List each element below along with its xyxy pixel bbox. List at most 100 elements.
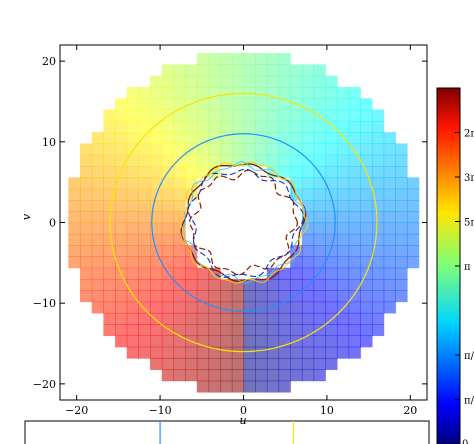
heatmap-cell [208,369,221,382]
heatmap-cell [278,324,291,337]
y-tick-label: 10 [42,136,56,149]
heatmap-cell [231,120,245,133]
heatmap-cell [68,245,81,257]
heatmap-cell [115,312,128,325]
heatmap-cell [360,109,373,122]
heatmap-cell [173,143,186,156]
heatmap-cell [103,132,116,145]
heatmap-cell [208,75,221,88]
heatmap-cell [301,335,315,348]
heatmap-cell [266,154,280,167]
heatmap-cell [266,86,280,99]
heatmap-cell [301,369,315,382]
colorbar-tick-label: 3π [464,173,474,184]
heatmap-cell [360,98,373,111]
colorbar: π/π/π 5π 3π 2π [436,87,474,444]
heatmap-cell [150,346,163,359]
heatmap-cell [313,358,326,370]
heatmap-cell [290,369,303,382]
heatmap-cell [196,132,210,145]
y-tick-label: −20 [33,378,56,391]
heatmap-cell [395,256,408,269]
heatmap-cell [91,177,104,190]
heatmap-cell [231,335,245,348]
heatmap-cell [266,358,280,370]
heatmap-cell [360,222,373,235]
heatmap-cell [336,86,350,99]
heatmap-cell [325,358,338,370]
heatmap-cell [185,278,198,291]
heatmap-cell [196,53,210,65]
heatmap-cell [138,267,151,280]
heatmap-cell [115,211,128,224]
heatmap-cell [266,335,280,348]
heatmap-cell [255,369,268,382]
heatmap-cell [290,301,303,314]
heatmap-cell [103,166,116,178]
heatmap-cell [115,256,128,269]
heatmap-cell [150,120,163,133]
heatmap-cell [255,64,268,77]
heatmap-cell [173,324,186,337]
heatmap-cell [348,211,361,224]
heatmap-cell [348,301,361,314]
heatmap-cell [138,312,151,325]
heatmap-cell [290,324,303,337]
heatmap-cell [115,143,128,156]
heatmap-cell [290,312,303,325]
heatmap-cell [325,132,338,145]
heatmap-cell [126,324,140,337]
heatmap-cell [348,166,361,178]
contour-circle [109,92,378,353]
heatmap-cell [208,86,221,99]
heatmap-cell [406,199,420,212]
heatmap-cell [266,312,280,325]
heatmap-cell [161,278,175,291]
heatmap-cell [68,199,81,212]
heatmap-cell [103,154,116,167]
y-axis-label: v [20,213,33,220]
heatmap-cell [208,98,221,111]
heatmap-cell [336,256,350,269]
heatmap-cell [173,267,186,280]
heatmap-cell [266,369,280,382]
heatmap-cell [301,324,315,337]
heatmap-cell [325,256,338,269]
heatmap-cell [371,211,385,224]
heatmap-cell [301,75,315,88]
heatmap-cell [91,290,104,303]
heatmap-cell [161,312,175,325]
heatmap-cell [161,346,175,359]
heatmap-cell [266,143,280,156]
heatmap-cell [278,346,291,359]
heatmap-cell [290,166,303,178]
heatmap-cell [255,75,268,88]
heatmap-cell [68,222,81,235]
heatmap-cell [196,120,210,133]
heatmap-cell [243,64,256,77]
heatmap-cell [161,256,175,269]
heatmap-cell [348,346,361,359]
heatmap-cell [348,278,361,291]
heatmap-cell [115,98,128,111]
heatmap-cell [126,335,140,348]
heatmap-cell [231,53,245,65]
heatmap-cell [255,301,268,314]
heatmap-cell [68,188,81,201]
heatmap-cell [243,380,256,393]
heatmap-cell [103,211,116,224]
heatmap-cell [231,369,245,382]
heatmap-cell [278,267,291,280]
heatmap-cell [336,233,350,246]
heatmap-cell [138,188,151,201]
heatmap-cell [395,278,408,291]
heatmap-cell [360,256,373,269]
heatmap-cell [185,358,198,370]
heatmap-cell [383,222,396,235]
heatmap-cell [360,233,373,246]
heatmap-cell [161,177,175,190]
heatmap-cell [126,211,140,224]
heatmap-cell [395,211,408,224]
heatmap-cell [243,301,256,314]
heatmap-cell [255,380,268,393]
